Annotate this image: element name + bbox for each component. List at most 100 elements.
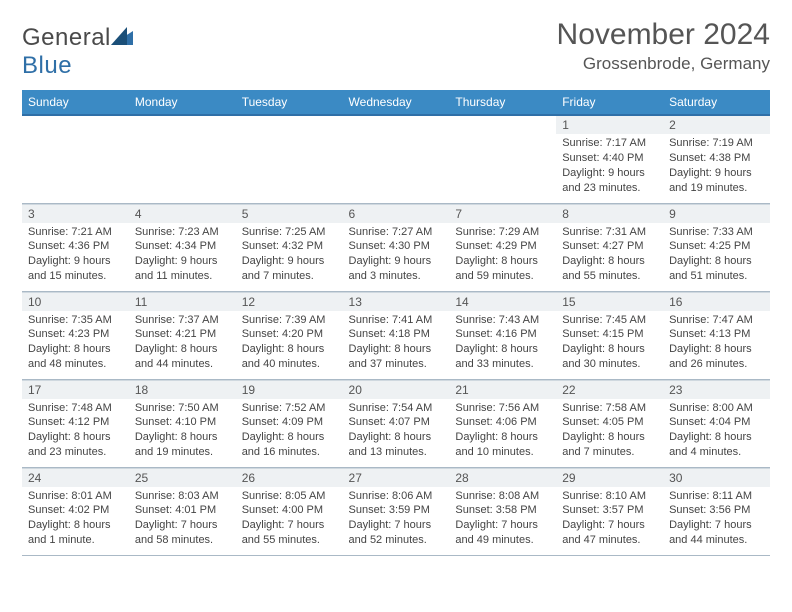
calendar-cell: 6Sunrise: 7:27 AMSunset: 4:30 PMDaylight… (343, 203, 450, 291)
calendar-cell: 16Sunrise: 7:47 AMSunset: 4:13 PMDayligh… (663, 291, 770, 379)
sunrise-text: Sunrise: 8:06 AM (349, 489, 444, 504)
sunset-text: Sunset: 4:15 PM (562, 327, 657, 342)
day-body: Sunrise: 7:33 AMSunset: 4:25 PMDaylight:… (663, 223, 770, 288)
daylight-text: Daylight: 9 hours and 19 minutes. (669, 166, 764, 196)
sunset-text: Sunset: 3:59 PM (349, 503, 444, 518)
day-body: Sunrise: 7:35 AMSunset: 4:23 PMDaylight:… (22, 311, 129, 376)
logo-word1: General (22, 24, 111, 51)
sunrise-text: Sunrise: 8:03 AM (135, 489, 230, 504)
month-title: November 2024 (557, 18, 770, 52)
calendar-cell: 7Sunrise: 7:29 AMSunset: 4:29 PMDaylight… (449, 203, 556, 291)
day-number: 24 (22, 468, 129, 487)
day-body: Sunrise: 7:43 AMSunset: 4:16 PMDaylight:… (449, 311, 556, 376)
calendar-table: Sunday Monday Tuesday Wednesday Thursday… (22, 90, 770, 556)
daylight-text: Daylight: 9 hours and 15 minutes. (28, 254, 123, 284)
sunrise-text: Sunrise: 7:54 AM (349, 401, 444, 416)
sunset-text: Sunset: 4:02 PM (28, 503, 123, 518)
sunrise-text: Sunrise: 8:05 AM (242, 489, 337, 504)
sunset-text: Sunset: 4:30 PM (349, 239, 444, 254)
calendar-cell: 22Sunrise: 7:58 AMSunset: 4:05 PMDayligh… (556, 379, 663, 467)
daylight-text: Daylight: 9 hours and 11 minutes. (135, 254, 230, 284)
weekday-header: Wednesday (343, 90, 450, 115)
daylight-text: Daylight: 9 hours and 3 minutes. (349, 254, 444, 284)
daylight-text: Daylight: 8 hours and 19 minutes. (135, 430, 230, 460)
sunset-text: Sunset: 4:07 PM (349, 415, 444, 430)
calendar-cell (343, 115, 450, 203)
calendar-cell: 15Sunrise: 7:45 AMSunset: 4:15 PMDayligh… (556, 291, 663, 379)
calendar-cell: 23Sunrise: 8:00 AMSunset: 4:04 PMDayligh… (663, 379, 770, 467)
calendar-cell (236, 115, 343, 203)
calendar-cell: 1Sunrise: 7:17 AMSunset: 4:40 PMDaylight… (556, 115, 663, 203)
sunset-text: Sunset: 4:09 PM (242, 415, 337, 430)
daylight-text: Daylight: 8 hours and 7 minutes. (562, 430, 657, 460)
sunrise-text: Sunrise: 7:47 AM (669, 313, 764, 328)
day-number: 20 (343, 380, 450, 399)
day-number: 29 (556, 468, 663, 487)
sunrise-text: Sunrise: 7:33 AM (669, 225, 764, 240)
calendar-cell (129, 115, 236, 203)
day-body: Sunrise: 8:01 AMSunset: 4:02 PMDaylight:… (22, 487, 129, 552)
weekday-header: Sunday (22, 90, 129, 115)
calendar-cell: 28Sunrise: 8:08 AMSunset: 3:58 PMDayligh… (449, 467, 556, 555)
day-number: 21 (449, 380, 556, 399)
daylight-text: Daylight: 8 hours and 44 minutes. (135, 342, 230, 372)
calendar-cell: 9Sunrise: 7:33 AMSunset: 4:25 PMDaylight… (663, 203, 770, 291)
calendar-cell: 30Sunrise: 8:11 AMSunset: 3:56 PMDayligh… (663, 467, 770, 555)
day-body: Sunrise: 7:25 AMSunset: 4:32 PMDaylight:… (236, 223, 343, 288)
daylight-text: Daylight: 8 hours and 1 minute. (28, 518, 123, 548)
weekday-header: Thursday (449, 90, 556, 115)
calendar-cell: 18Sunrise: 7:50 AMSunset: 4:10 PMDayligh… (129, 379, 236, 467)
day-number: 22 (556, 380, 663, 399)
sunrise-text: Sunrise: 7:19 AM (669, 136, 764, 151)
day-number: 8 (556, 204, 663, 223)
sunset-text: Sunset: 4:21 PM (135, 327, 230, 342)
sunrise-text: Sunrise: 7:27 AM (349, 225, 444, 240)
page: GeneralBlue November 2024 Grossenbrode, … (0, 0, 792, 612)
day-number: 14 (449, 292, 556, 311)
day-body: Sunrise: 8:10 AMSunset: 3:57 PMDaylight:… (556, 487, 663, 552)
day-body: Sunrise: 7:39 AMSunset: 4:20 PMDaylight:… (236, 311, 343, 376)
header: GeneralBlue November 2024 Grossenbrode, … (22, 18, 770, 80)
day-body: Sunrise: 7:19 AMSunset: 4:38 PMDaylight:… (663, 134, 770, 199)
sunset-text: Sunset: 4:32 PM (242, 239, 337, 254)
sunset-text: Sunset: 4:20 PM (242, 327, 337, 342)
sunrise-text: Sunrise: 8:11 AM (669, 489, 764, 504)
calendar-week-row: 1Sunrise: 7:17 AMSunset: 4:40 PMDaylight… (22, 115, 770, 203)
sunrise-text: Sunrise: 7:21 AM (28, 225, 123, 240)
sunset-text: Sunset: 4:05 PM (562, 415, 657, 430)
daylight-text: Daylight: 8 hours and 4 minutes. (669, 430, 764, 460)
weekday-header: Tuesday (236, 90, 343, 115)
daylight-text: Daylight: 8 hours and 59 minutes. (455, 254, 550, 284)
sunrise-text: Sunrise: 8:00 AM (669, 401, 764, 416)
daylight-text: Daylight: 8 hours and 51 minutes. (669, 254, 764, 284)
day-body: Sunrise: 8:08 AMSunset: 3:58 PMDaylight:… (449, 487, 556, 552)
daylight-text: Daylight: 8 hours and 10 minutes. (455, 430, 550, 460)
sunset-text: Sunset: 4:34 PM (135, 239, 230, 254)
day-body: Sunrise: 7:23 AMSunset: 4:34 PMDaylight:… (129, 223, 236, 288)
sunset-text: Sunset: 4:10 PM (135, 415, 230, 430)
daylight-text: Daylight: 8 hours and 37 minutes. (349, 342, 444, 372)
sunrise-text: Sunrise: 7:45 AM (562, 313, 657, 328)
day-number: 30 (663, 468, 770, 487)
calendar-cell: 11Sunrise: 7:37 AMSunset: 4:21 PMDayligh… (129, 291, 236, 379)
calendar-cell: 26Sunrise: 8:05 AMSunset: 4:00 PMDayligh… (236, 467, 343, 555)
sunset-text: Sunset: 3:57 PM (562, 503, 657, 518)
day-number: 9 (663, 204, 770, 223)
day-number: 2 (663, 116, 770, 134)
sunrise-text: Sunrise: 7:56 AM (455, 401, 550, 416)
sunrise-text: Sunrise: 8:10 AM (562, 489, 657, 504)
day-number: 26 (236, 468, 343, 487)
sunrise-text: Sunrise: 7:52 AM (242, 401, 337, 416)
day-body: Sunrise: 7:50 AMSunset: 4:10 PMDaylight:… (129, 399, 236, 464)
sunrise-text: Sunrise: 7:29 AM (455, 225, 550, 240)
calendar-cell: 27Sunrise: 8:06 AMSunset: 3:59 PMDayligh… (343, 467, 450, 555)
day-number: 7 (449, 204, 556, 223)
day-number: 23 (663, 380, 770, 399)
sunrise-text: Sunrise: 7:41 AM (349, 313, 444, 328)
day-body: Sunrise: 7:17 AMSunset: 4:40 PMDaylight:… (556, 134, 663, 199)
sunrise-text: Sunrise: 7:50 AM (135, 401, 230, 416)
day-body: Sunrise: 8:11 AMSunset: 3:56 PMDaylight:… (663, 487, 770, 552)
day-number: 16 (663, 292, 770, 311)
day-number: 28 (449, 468, 556, 487)
calendar-cell: 12Sunrise: 7:39 AMSunset: 4:20 PMDayligh… (236, 291, 343, 379)
